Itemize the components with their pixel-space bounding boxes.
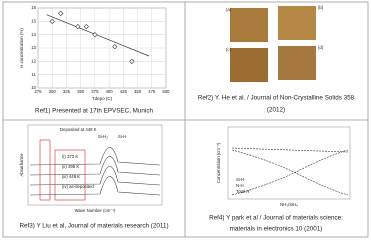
x-tick-label: 500 [162, 89, 170, 94]
panel-label: (b) [318, 5, 324, 10]
x-tick-label: 300 [49, 89, 57, 94]
curve [231, 149, 349, 196]
afm-image [278, 6, 316, 40]
afm-image [230, 8, 268, 42]
afm-image [230, 48, 268, 82]
x-tick-label: 275 [34, 89, 42, 94]
afm-images [230, 6, 316, 82]
curve-label: (ii) 398 K [62, 164, 79, 169]
x-tick-label: 325 [63, 89, 71, 94]
x-tick-label: 450 [134, 89, 142, 94]
x-tick-label: 350 [77, 89, 85, 94]
caption: materials in electronics 10 (2001) [230, 226, 323, 233]
x-axis-label: Wave Number (cm⁻¹) [75, 208, 116, 213]
y-tick-label: 14 [31, 32, 36, 37]
trend-line [46, 14, 150, 57]
plot-frame [27, 124, 163, 206]
legend-entry: Total H [236, 189, 249, 194]
curve-label: (iv) as-deposited [62, 184, 94, 189]
y-tick-label: 15 [31, 18, 36, 23]
x-axis-label: NH₃/SiH₄ [280, 202, 298, 207]
legend-entry: N-H [236, 183, 244, 188]
caption: (2012) [267, 107, 285, 114]
data-point [49, 18, 55, 24]
afm-image [278, 46, 316, 80]
data-point [129, 58, 135, 64]
y-tick-label: 16 [31, 5, 36, 10]
curve-label: (iii) 448 K [62, 174, 80, 179]
data-point [75, 24, 81, 30]
x-tick-label: 375 [91, 89, 99, 94]
caption: Ref2) Y. He et al. / Journal of Non-Crys… [198, 95, 355, 102]
y-axis-label: H concentration (%) [19, 28, 24, 68]
highlight-box [54, 149, 86, 201]
x-tick-label: 400 [106, 89, 114, 94]
table-border [2, 1, 369, 238]
plot-title: Deposited at 448 K [60, 127, 97, 132]
data-point [92, 32, 98, 38]
x-axis-label: Tdepo (C) [92, 96, 113, 101]
curve [231, 149, 349, 196]
spectrum [29, 176, 161, 196]
data-point [112, 44, 118, 50]
spectra [29, 139, 161, 201]
curves [231, 147, 349, 196]
spectrum [29, 156, 161, 176]
x-tick-label: 425 [120, 89, 128, 94]
data-point [58, 10, 64, 16]
panel-label: (c) [226, 47, 232, 52]
x-tick-label: 475 [148, 89, 156, 94]
highlight-box [39, 139, 51, 201]
caption: Ref3) Y Liu et al, Journal of materials … [19, 223, 168, 230]
y-tick-label: 13 [31, 45, 36, 50]
panel-label: (d) [318, 45, 324, 50]
peak-label: Si-H₂ [98, 134, 108, 139]
peak-label: Si-H [118, 134, 126, 139]
y-tick-label: 12 [31, 58, 36, 63]
y-tick-label: 11 [32, 72, 37, 77]
panel-label: (a) [226, 7, 232, 12]
curve-label: (i) 373 K [62, 154, 78, 159]
y-axis-label: Absorbance [19, 153, 24, 177]
plot-frame [227, 126, 351, 200]
caption: Ref1) Presented at 17th EPVSEC, Munich [35, 108, 153, 115]
y-tick-label: 10 [31, 85, 36, 90]
data-point [83, 24, 89, 30]
y-axis-label: Concentration (cm⁻³) [216, 142, 221, 183]
legend-entry: Si-H [236, 177, 244, 182]
curve [231, 147, 349, 153]
caption: Ref4) Y park et al / Journal of material… [209, 215, 343, 222]
spectrum [29, 166, 161, 186]
spectrum [29, 147, 161, 166]
